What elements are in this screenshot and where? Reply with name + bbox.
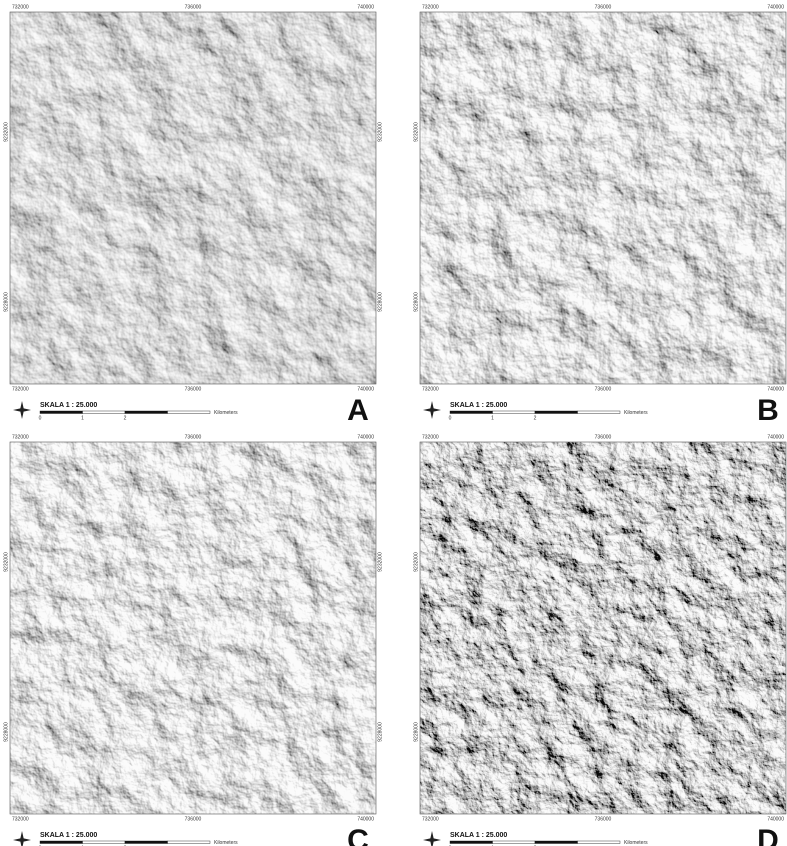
scale-unit: Kilometers [214, 840, 238, 846]
scale-tick-label: 0 [449, 415, 452, 421]
scale-bar-segment [83, 411, 126, 414]
coord-label: 736000 [595, 4, 612, 10]
scale-bar-segment [578, 411, 621, 414]
scale-bar-segment [40, 841, 83, 844]
map-panel: 732000 736000 740000 732000 736000 740000 9232… [3, 434, 383, 846]
scale-unit: Kilometers [624, 840, 648, 846]
north-arrow [13, 831, 31, 846]
scale-bar-segment [493, 411, 536, 414]
coord-label: 9232000 [377, 552, 383, 572]
coord-label: 740000 [767, 4, 784, 10]
panel-letter: A [347, 394, 369, 427]
coord-label: 9232000 [3, 122, 9, 142]
scale-bar-segment [450, 411, 493, 414]
coord-label: 732000 [422, 4, 439, 10]
coord-label: 736000 [595, 816, 612, 822]
coord-label: 740000 [357, 386, 374, 392]
coord-label: 740000 [767, 816, 784, 822]
coord-label: 740000 [357, 434, 374, 440]
scale-text: SKALA 1 : 25.000 [450, 402, 507, 409]
coord-label: 740000 [767, 434, 784, 440]
scale-bar-segment [168, 411, 211, 414]
scale-text: SKALA 1 : 25.000 [40, 832, 97, 839]
hillshade [420, 12, 786, 384]
scale-bar-segment [535, 411, 578, 414]
scale-bar-segment [450, 841, 493, 844]
map-panel: 732000 736000 740000 732000 736000 740000 9232… [3, 4, 383, 427]
scale-bar-segment [493, 841, 536, 844]
panel-letter: D [757, 824, 779, 846]
coord-label: 740000 [767, 386, 784, 392]
coord-label: 732000 [422, 386, 439, 392]
north-arrow [423, 831, 441, 846]
scale-bar-segment [125, 841, 168, 844]
panel-letter: C [347, 824, 369, 846]
coord-label: 732000 [422, 816, 439, 822]
coord-label: 732000 [12, 434, 29, 440]
coord-label: 732000 [422, 434, 439, 440]
panel-letter: B [757, 394, 779, 427]
map-panel: 732000 736000 740000 732000 736000 740000 9232… [413, 434, 786, 846]
coord-label: 9228000 [413, 292, 419, 312]
coord-label: 736000 [185, 816, 202, 822]
coord-label: 9228000 [3, 722, 9, 742]
coord-label: 9232000 [3, 552, 9, 572]
coord-label: 9228000 [413, 722, 419, 742]
scale-tick-label: 2 [124, 415, 127, 421]
scale-unit: Kilometers [624, 410, 648, 416]
coord-label: 732000 [12, 4, 29, 10]
coord-label: 736000 [185, 434, 202, 440]
scale-tick-label: 1 [491, 415, 494, 421]
hillshade [420, 442, 786, 814]
scale-bar-segment [168, 841, 211, 844]
scale-tick-label: 0 [39, 415, 42, 421]
scale-tick-label: 1 [81, 415, 84, 421]
north-arrow [423, 401, 441, 419]
coord-label: 9232000 [377, 122, 383, 142]
hillshade [10, 442, 376, 814]
coord-label: 736000 [595, 386, 612, 392]
north-arrow [13, 401, 31, 419]
scale-bar-segment [125, 411, 168, 414]
coord-label: 9228000 [377, 292, 383, 312]
hillshade [10, 12, 376, 384]
scale-text: SKALA 1 : 25.000 [40, 402, 97, 409]
map-panel: 732000 736000 740000 732000 736000 740000 9232… [413, 4, 786, 427]
coord-label: 9232000 [413, 552, 419, 572]
coord-label: 736000 [185, 4, 202, 10]
scale-unit: Kilometers [214, 410, 238, 416]
scale-bar-segment [40, 411, 83, 414]
scale-bar-segment [83, 841, 126, 844]
coord-label: 732000 [12, 386, 29, 392]
scale-bar-segment [578, 841, 621, 844]
coord-label: 9228000 [377, 722, 383, 742]
coord-label: 740000 [357, 4, 374, 10]
coord-label: 736000 [185, 386, 202, 392]
scale-text: SKALA 1 : 25.000 [450, 832, 507, 839]
figure: 732000 736000 740000 732000 736000 740000 9232… [0, 0, 787, 846]
scale-tick-label: 2 [534, 415, 537, 421]
coord-label: 732000 [12, 816, 29, 822]
coord-label: 736000 [595, 434, 612, 440]
coord-label: 9232000 [413, 122, 419, 142]
coord-label: 9228000 [3, 292, 9, 312]
coord-label: 740000 [357, 816, 374, 822]
scale-bar-segment [535, 841, 578, 844]
